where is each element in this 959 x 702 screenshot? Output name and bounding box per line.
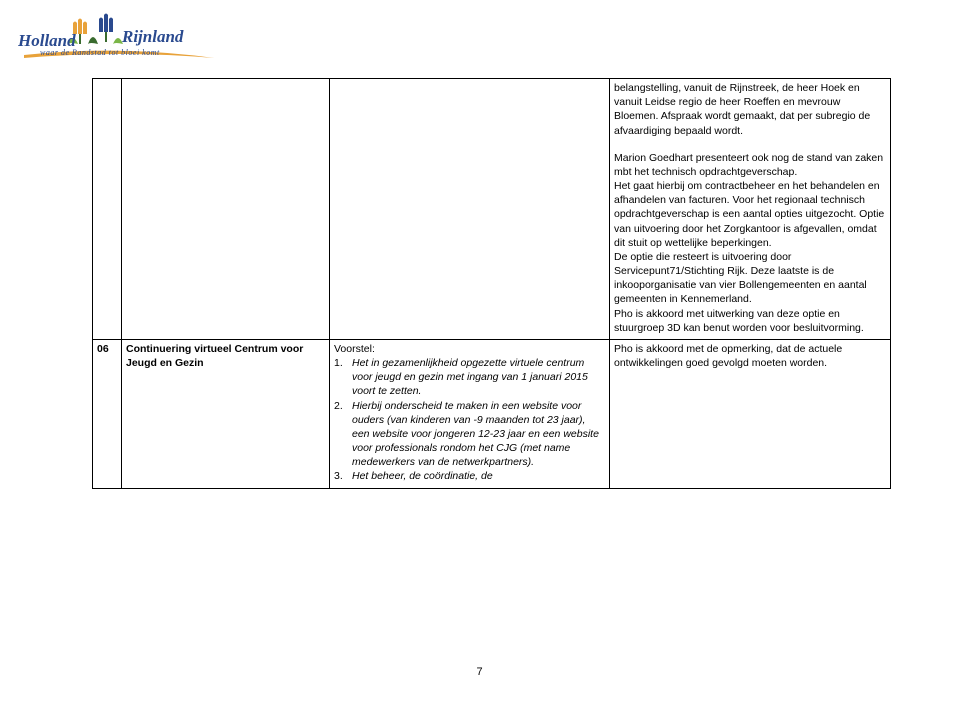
- note-para: Marion Goedhart presenteert ook nog de s…: [614, 151, 886, 179]
- cell-proposal: Voorstel: 1. Het in gezamenlijkheid opge…: [330, 339, 610, 488]
- list-text: Het in gezamenlijkheid opgezette virtuel…: [352, 356, 605, 399]
- list-item: 2. Hierbij onderscheid te maken in een w…: [334, 399, 605, 470]
- list-text: Hierbij onderscheid te maken in een webs…: [352, 399, 605, 470]
- note-para: De optie die resteert is uitvoering door…: [614, 250, 886, 307]
- cell-notes: Pho is akkoord met de opmerking, dat de …: [610, 339, 891, 488]
- cell-num: [93, 79, 122, 340]
- cell-title: Continuering virtueel Centrum voor Jeugd…: [122, 339, 330, 488]
- logo: Holland Rijnland waar de Randstad tot bl…: [18, 12, 218, 72]
- list-item: 1. Het in gezamenlijkheid opgezette virt…: [334, 356, 605, 399]
- list-text: Het beheer, de coördinatie, de: [352, 469, 605, 483]
- logo-graphic: Holland Rijnland waar de Randstad tot bl…: [18, 12, 218, 72]
- cell-proposal: [330, 79, 610, 340]
- note-para: Pho is akkoord met uitwerking van deze o…: [614, 307, 886, 335]
- page-number: 7: [0, 666, 959, 678]
- item-title: Continuering virtueel Centrum voor Jeugd…: [126, 343, 303, 369]
- list-num: 1.: [334, 356, 352, 399]
- list-item: 3. Het beheer, de coördinatie, de: [334, 469, 605, 483]
- svg-text:waar de Randstad tot bloei kom: waar de Randstad tot bloei komt: [40, 48, 160, 57]
- document-table: belangstelling, vanuit de Rijnstreek, de…: [92, 78, 890, 489]
- proposal-label: Voorstel:: [334, 342, 605, 356]
- table-row: belangstelling, vanuit de Rijnstreek, de…: [93, 79, 891, 340]
- note-para: Pho is akkoord met de opmerking, dat de …: [614, 342, 886, 370]
- svg-text:Rijnland: Rijnland: [121, 27, 184, 46]
- list-num: 3.: [334, 469, 352, 483]
- table-row: 06 Continuering virtueel Centrum voor Je…: [93, 339, 891, 488]
- cell-notes: belangstelling, vanuit de Rijnstreek, de…: [610, 79, 891, 340]
- list-num: 2.: [334, 399, 352, 470]
- agenda-table: belangstelling, vanuit de Rijnstreek, de…: [92, 78, 891, 489]
- note-para: Het gaat hierbij om contractbeheer en he…: [614, 179, 886, 250]
- cell-title: [122, 79, 330, 340]
- proposal-list: 1. Het in gezamenlijkheid opgezette virt…: [334, 356, 605, 484]
- note-para: belangstelling, vanuit de Rijnstreek, de…: [614, 81, 886, 138]
- item-number: 06: [97, 343, 109, 355]
- cell-num: 06: [93, 339, 122, 488]
